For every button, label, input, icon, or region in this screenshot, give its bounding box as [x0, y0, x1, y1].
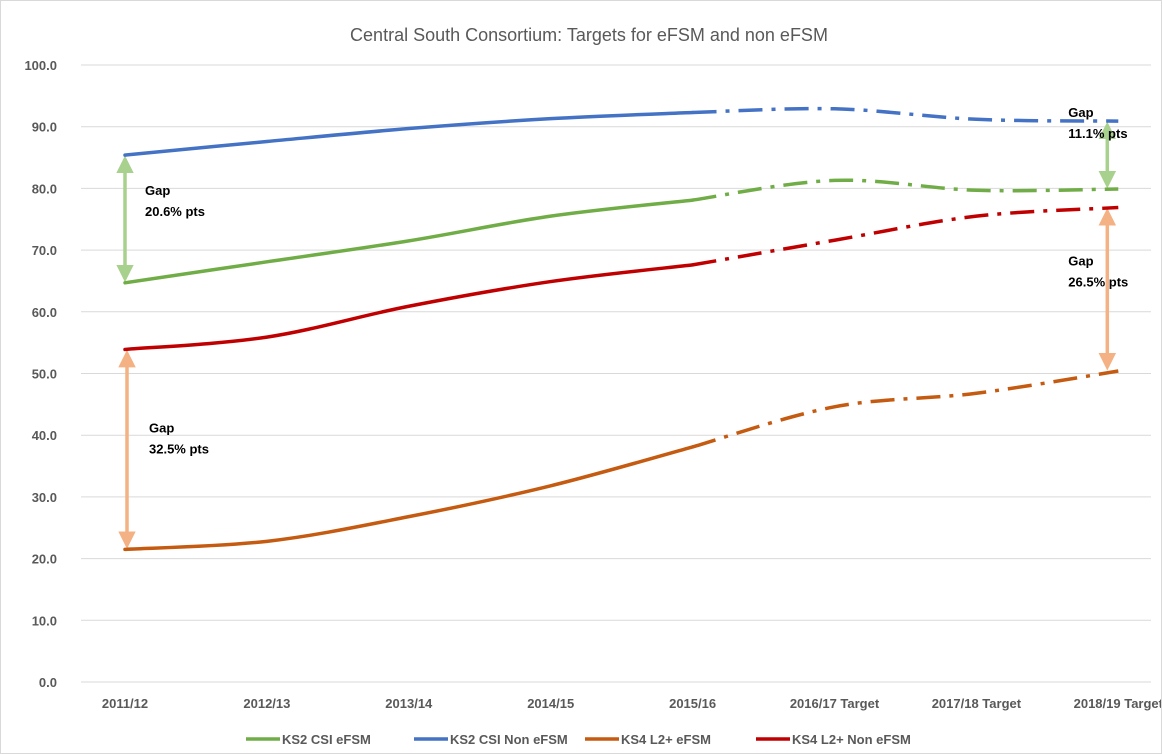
series-lines: [123, 106, 1119, 552]
y-tick-label: 60.0: [32, 305, 57, 320]
series-line-target: [692, 106, 1119, 123]
x-tick-label: 2016/17 Target: [790, 696, 880, 711]
gap-label: Gap: [1068, 253, 1093, 268]
x-tick-label: 2013/14: [385, 696, 433, 711]
series-line-actual: [123, 198, 695, 285]
series-ks2-csi-efsm: [123, 178, 1119, 285]
gap-label: 20.6% pts: [145, 204, 205, 219]
chart-title: Central South Consortium: Targets for eF…: [350, 25, 828, 45]
legend-item-ks4-l2-efsm: KS4 L2+ eFSM: [585, 732, 711, 747]
series-line-actual: [123, 263, 695, 352]
gap-annotation: Gap 11.1% pts: [1068, 105, 1128, 189]
y-tick-label: 90.0: [32, 120, 57, 135]
x-tick-label: 2018/19 Target: [1074, 696, 1161, 711]
x-tick-label: 2012/13: [243, 696, 290, 711]
y-tick-label: 20.0: [32, 552, 57, 567]
legend-label: KS4 L2+ eFSM: [621, 732, 711, 747]
gap-label: 26.5% pts: [1068, 274, 1128, 289]
series-line-actual: [123, 110, 695, 157]
series-line-target: [692, 178, 1119, 202]
legend-item-ks2-csi-efsm: KS2 CSI eFSM: [246, 732, 371, 747]
legend: KS2 CSI eFSM KS2 CSI Non eFSM KS4 L2+ eFSM…: [246, 732, 911, 747]
legend-item-ks2-csi-non-efsm: KS2 CSI Non eFSM: [414, 732, 568, 747]
y-tick-label: 40.0: [32, 428, 57, 443]
legend-label: KS4 L2+ Non eFSM: [792, 732, 911, 747]
x-tick-label: 2011/12: [102, 696, 148, 711]
series-ks4-l2-non-efsm: [123, 205, 1119, 352]
x-axis: 2011/12 2012/13 2013/14 2014/15 2015/16 2016/…: [102, 696, 1161, 711]
series-line-target: [692, 205, 1119, 267]
legend-item-ks4-l2-non-efsm: KS4 L2+ Non eFSM: [756, 732, 911, 747]
y-tick-label: 100.0: [24, 58, 57, 73]
gap-label: Gap: [145, 183, 170, 198]
gridlines: [81, 64, 1151, 683]
y-tick-label: 0.0: [39, 675, 57, 690]
series-line-actual: [123, 445, 695, 552]
gap-annotations: Gap 20.6% pts Gap 32.5% pts Gap 11.1% pts Gap 2…: [116, 105, 1128, 549]
x-tick-label: 2015/16: [669, 696, 716, 711]
gap-annotation: Gap 26.5% pts: [1068, 208, 1128, 371]
y-tick-label: 70.0: [32, 243, 57, 258]
series-ks4-l2-efsm: [123, 369, 1119, 552]
y-tick-label: 50.0: [32, 367, 57, 382]
gap-label: Gap: [149, 420, 174, 435]
x-tick-label: 2017/18 Target: [932, 696, 1022, 711]
series-line-target: [692, 369, 1119, 449]
y-tick-label: 30.0: [32, 490, 57, 505]
gap-annotation: Gap 20.6% pts: [116, 155, 205, 283]
y-tick-label: 10.0: [32, 613, 57, 628]
gap-label: 32.5% pts: [149, 441, 209, 456]
gap-label: 11.1% pts: [1068, 126, 1127, 141]
y-axis: 0.0 10.0 20.0 30.0 40.0 50.0 60.0 70.0 80.0 90.0 1…: [24, 58, 57, 690]
gap-annotation: Gap 32.5% pts: [118, 349, 209, 549]
legend-label: KS2 CSI Non eFSM: [450, 732, 568, 747]
x-tick-label: 2014/15: [527, 696, 574, 711]
gap-label: Gap: [1068, 105, 1093, 120]
series-ks2-csi-non-efsm: [123, 106, 1119, 157]
legend-label: KS2 CSI eFSM: [282, 732, 371, 747]
y-tick-label: 80.0: [32, 181, 57, 196]
